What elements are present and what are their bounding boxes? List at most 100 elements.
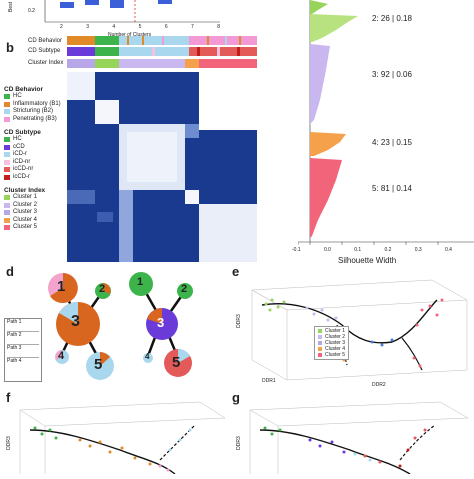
top-ylabel: Best: [8, 1, 15, 13]
silhouette-xtick: 0.2: [384, 247, 392, 253]
panel-g-svg: [249, 401, 469, 475]
top-bar-chart: [44, 0, 220, 23]
panel-f-3d-plot: DDR3: [6, 400, 230, 475]
top-xtick: 6: [164, 24, 168, 30]
silhouette-xlabel: Silhouette Width: [338, 256, 397, 265]
silhouette-plot: 2: 26 | 0.18 3: 92 | 0.06 4: 23 | 0.15 5…: [292, 0, 474, 270]
legend-item: Inflammatory (B1): [4, 101, 66, 109]
silhouette-xtick: 0.1: [354, 247, 362, 253]
annotation-bars-svg: [67, 36, 257, 68]
top-xticks: 2 3 4 5 6 7 8: [60, 24, 220, 30]
panel-e-3d-plot: Cluster 1 Cluster 2 Cluster 3 Cluster 4 …: [232, 270, 472, 392]
legend-item: HC: [4, 136, 66, 144]
silhouette-cluster-label: 3: 92 | 0.06: [372, 70, 412, 79]
consensus-heatmap: [67, 72, 257, 262]
legend-title-subtype: CD Subtype: [4, 129, 41, 136]
trees-svg: [48, 272, 193, 380]
silhouette-cluster-label: 5: 81 | 0.14: [372, 184, 412, 193]
legend-item: Penetrating (B3): [4, 116, 66, 124]
legend-item: Cluster 3: [318, 340, 345, 346]
top-xtick: 7: [191, 24, 194, 30]
path-label: Path 2: [7, 332, 22, 338]
tree-node: [129, 272, 153, 296]
path-label: Path 4: [7, 358, 22, 364]
heatmap-svg: [67, 72, 257, 262]
legend-item: Cluster 1: [4, 194, 66, 202]
panel-f-svg: [19, 401, 226, 475]
bar-mark: [60, 2, 74, 8]
panel-e-legend: Cluster 1 Cluster 2 Cluster 3 Cluster 4 …: [314, 326, 350, 360]
tree-node-label: 3: [71, 313, 80, 330]
top-xtick: 8: [217, 24, 220, 30]
panel-e-ylabel: DDR3: [235, 314, 242, 328]
silhouette-xticks: -0.1 0.0 0.1 0.2 0.3 0.4: [292, 247, 452, 253]
silhouette-svg: [297, 0, 474, 245]
tree2-node-label: 5: [172, 354, 181, 371]
legend-item: cCD: [4, 144, 66, 152]
bar-mark: [85, 0, 99, 5]
path-label: Path 1: [7, 319, 22, 325]
panel-letter-b: b: [6, 40, 14, 55]
legend-title-behavior: CD Behavior: [4, 86, 44, 93]
legend-item: Cluster 2: [318, 334, 345, 340]
legend-item: icCD-r: [4, 174, 66, 182]
silhouette-bar: [310, 14, 358, 42]
silhouette-cluster-label: 2: 26 | 0.18: [372, 14, 412, 23]
annot-label-subtype: CD Subtype: [28, 48, 61, 54]
path-arrow: [7, 351, 39, 358]
panel-f-ylabel: DDR3: [5, 436, 12, 450]
panel-letter-e: e: [232, 264, 240, 279]
tree-node-label: 5: [94, 356, 103, 373]
legend-item: icCD-nr: [4, 166, 66, 174]
tree-node-label: 1: [57, 278, 66, 295]
silhouette-bar: [310, 0, 328, 14]
panel-letter-f: f: [6, 390, 11, 405]
legend-item: Cluster 4: [318, 346, 345, 352]
tree2-node-label: 2: [181, 283, 188, 295]
path-arrow: [7, 325, 39, 332]
legend-title-cluster: Cluster Index: [4, 187, 46, 194]
legend-item: Stricturing (B2): [4, 108, 66, 116]
tree-node-label: 2: [99, 283, 106, 295]
panel-g-ylabel: DDR3: [235, 436, 242, 450]
trajectory-trees: 1 2 3 4 5 1 2 3 4 5: [40, 266, 215, 384]
silhouette-bar: [310, 158, 342, 238]
silhouette-xtick: 0.0: [323, 247, 331, 253]
legend-item: Cluster 5: [4, 224, 66, 232]
panel-letter-g: g: [232, 390, 240, 405]
top-ytick: 0.2: [28, 8, 35, 14]
annot-label-behavior: CD Behavior: [28, 38, 63, 44]
legend-item: Cluster 4: [4, 217, 66, 225]
silhouette-cluster-label: 4: 23 | 0.15: [372, 138, 412, 147]
path-legend: Path 1 Path 2 Path 3 Path 4: [4, 318, 42, 382]
legend-item: iCD-nr: [4, 159, 66, 167]
tree-node: [143, 353, 153, 363]
legend-item: HC: [4, 93, 66, 101]
path-arrow: [7, 338, 39, 345]
top-xtick: 2: [60, 24, 63, 30]
top-xtick: 4: [112, 24, 116, 30]
annotation-bars: [67, 36, 257, 70]
panel-e-zlabel: DDR1: [262, 378, 276, 384]
silhouette-bar: [310, 132, 346, 156]
subtype-bar: [67, 47, 257, 56]
panel-letter-d: d: [6, 264, 14, 279]
silhouette-bar: [310, 44, 330, 124]
legend-item: Cluster 5: [318, 352, 345, 358]
top-fragment: 0.2 Best 2 3 4 5 6 7 8 Number of Cluster…: [0, 0, 300, 40]
cluster-bar: [67, 59, 257, 68]
bar-mark: [110, 0, 124, 8]
tree2-node-label: 1: [137, 276, 144, 288]
annot-label-cluster: Cluster Index: [28, 60, 64, 66]
top-xlabel: Number of Clusters: [108, 32, 152, 38]
legend-item: Cluster 3: [4, 209, 66, 217]
panel-e-svg: [251, 279, 468, 381]
bar-mark: [158, 0, 172, 4]
panel-g-3d-plot: DDR3: [236, 400, 472, 475]
path-label: Path 3: [7, 345, 22, 351]
legend-item: Cluster 2: [4, 202, 66, 210]
tree-node-label: 4: [58, 350, 65, 362]
legend-item: iCD-r: [4, 151, 66, 159]
legend-block: CD Behavior HC Inflammatory (B1) Strictu…: [4, 86, 66, 232]
top-xtick: 3: [86, 24, 89, 30]
